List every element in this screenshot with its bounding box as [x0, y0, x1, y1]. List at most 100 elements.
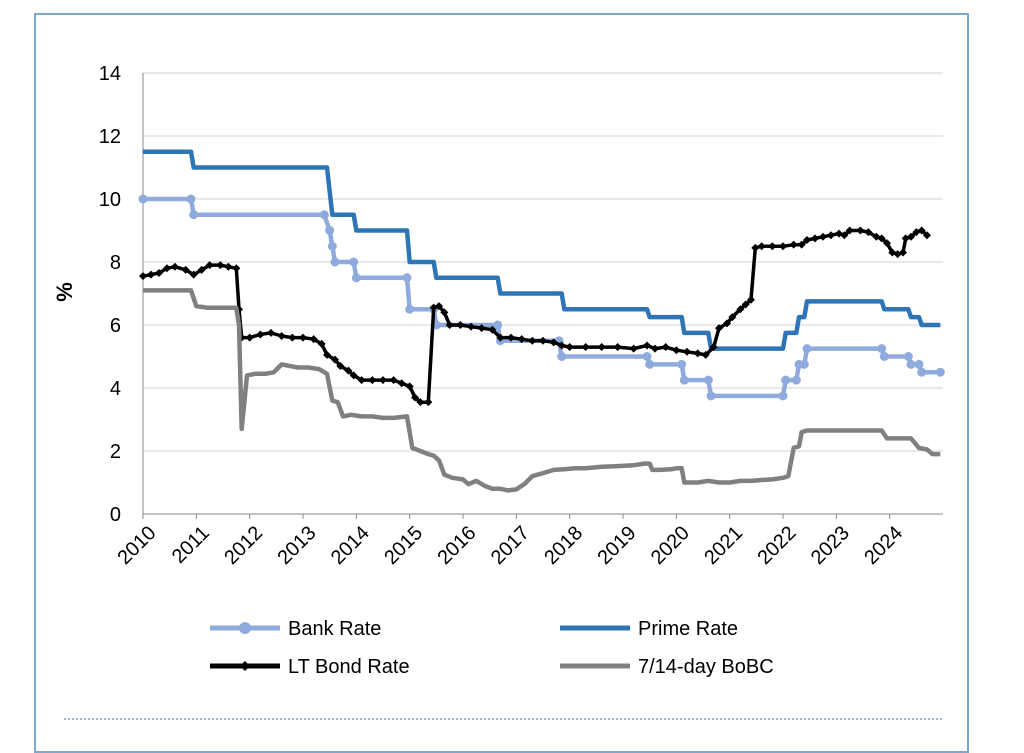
series-line-prime-rate: [143, 149, 941, 351]
series-point: [693, 349, 702, 358]
series-point: [379, 376, 387, 385]
series-point: [224, 262, 233, 271]
y-tick-label: 6: [110, 315, 121, 337]
y-tick-label: 12: [99, 126, 121, 148]
series-point: [706, 391, 716, 401]
series-point: [643, 341, 651, 350]
x-tick-label: 2016: [434, 522, 481, 569]
series-point: [488, 325, 497, 334]
series-point: [232, 264, 241, 273]
series-point: [791, 375, 801, 385]
series-point: [467, 322, 475, 331]
series-point: [557, 341, 566, 350]
series-point: [267, 328, 275, 337]
series-point: [613, 343, 622, 352]
legend-label: LT Bond Rate: [288, 656, 410, 678]
series-line-lt-bond-rate: [142, 228, 929, 404]
series-point: [336, 361, 345, 370]
series-point: [411, 393, 419, 402]
series-point: [879, 352, 889, 361]
series-point: [677, 359, 687, 369]
legend-marker: [240, 661, 250, 671]
series-point: [493, 320, 503, 330]
series-point: [672, 346, 681, 355]
series-point: [216, 261, 225, 270]
series-lines: [138, 149, 945, 493]
x-tick-label: 2010: [114, 522, 161, 569]
y-axis-label: %: [52, 282, 77, 302]
series-point: [709, 343, 718, 352]
series-point: [923, 231, 931, 240]
series-point: [883, 239, 891, 248]
legend-marker: [239, 622, 251, 634]
series-point: [781, 375, 791, 385]
x-tick-label: 2012: [220, 522, 267, 569]
x-tick-label: 2015: [380, 522, 427, 569]
y-tick-label: 14: [99, 63, 121, 85]
series-point: [565, 343, 574, 352]
series-point: [903, 352, 913, 361]
series-point: [299, 333, 307, 342]
y-tick-label: 10: [99, 189, 121, 211]
series-point: [357, 376, 366, 385]
series-point: [331, 355, 339, 364]
dotted-divider: [64, 718, 942, 720]
series-point: [528, 336, 537, 345]
series-point: [155, 269, 163, 278]
series-point: [581, 343, 590, 352]
series-point: [319, 210, 329, 220]
series-point: [323, 350, 331, 359]
series-point: [197, 265, 206, 274]
series-point: [797, 240, 806, 249]
series-point: [163, 264, 171, 273]
series-point: [344, 366, 353, 375]
x-tick-label: 2018: [540, 522, 587, 569]
series-point: [651, 344, 659, 353]
series-point: [757, 242, 766, 251]
series-point: [597, 343, 606, 352]
series-point: [917, 226, 926, 235]
legend-item-bank-rate: Bank Rate: [210, 618, 381, 640]
series-line-7-14-day-bobc: [143, 288, 941, 493]
legend-label: 7/14-day BoBC: [638, 656, 774, 678]
series-point: [899, 248, 907, 257]
series-point: [189, 270, 198, 279]
legend-label: Prime Rate: [638, 618, 738, 640]
x-tick-label: 2024: [860, 522, 907, 569]
y-tick-label: 2: [110, 441, 121, 463]
series-point: [440, 308, 449, 317]
series-point: [330, 257, 340, 267]
series-point: [661, 343, 670, 352]
series-point: [405, 304, 415, 314]
series-point: [405, 382, 414, 391]
series-point: [877, 344, 887, 354]
series-point: [819, 232, 827, 241]
series-point: [747, 295, 755, 304]
series-point: [768, 242, 777, 251]
series-point: [779, 242, 787, 251]
series-point: [349, 371, 358, 380]
series-point: [368, 376, 377, 385]
series-point: [845, 226, 854, 235]
series-point: [856, 226, 865, 235]
series-point: [288, 333, 297, 342]
series-point: [397, 379, 406, 388]
series-point: [679, 375, 689, 385]
legend-label: Bank Rate: [288, 618, 381, 640]
series-point: [181, 265, 190, 274]
series-point: [416, 398, 425, 407]
series-point: [811, 234, 819, 243]
series-point: [629, 344, 638, 353]
series-point: [349, 257, 359, 267]
series-point: [325, 226, 335, 235]
series-line-bank-rate: [143, 196, 941, 399]
series-point: [642, 352, 652, 361]
series-point: [205, 261, 214, 270]
series-point: [147, 270, 155, 279]
series-point: [139, 272, 147, 281]
y-tick-label: 8: [110, 252, 121, 274]
series-point: [402, 273, 412, 283]
x-tick-label: 2017: [487, 522, 534, 569]
series-point: [703, 375, 713, 385]
series-point: [701, 350, 710, 359]
